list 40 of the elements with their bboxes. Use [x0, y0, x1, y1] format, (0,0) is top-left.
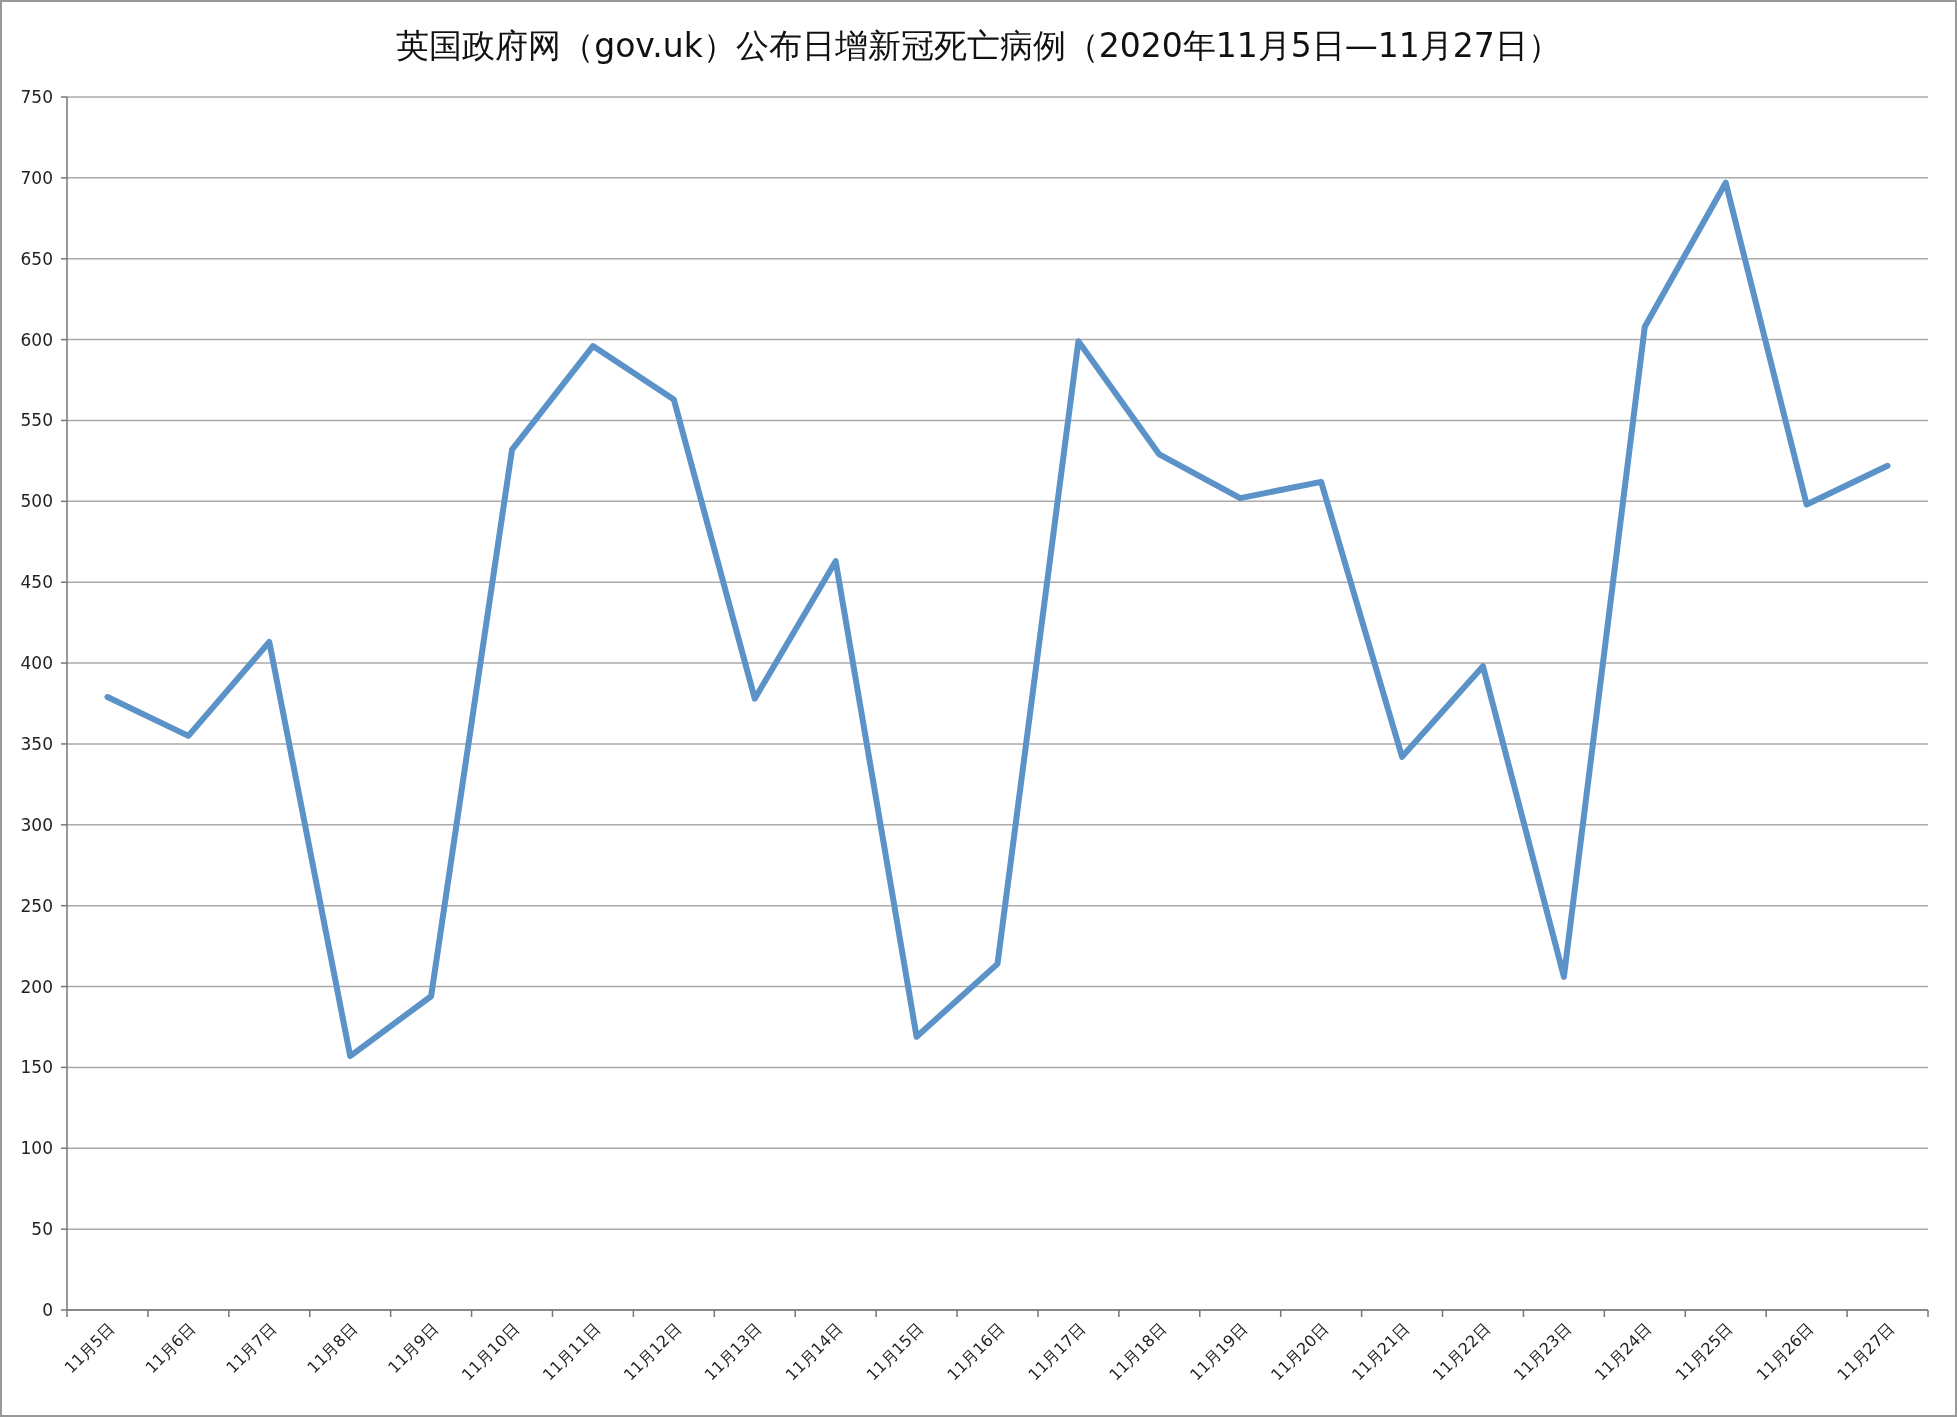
x-tick-label: 11月20日	[1267, 1319, 1332, 1385]
x-tick-label: 11月15日	[862, 1319, 928, 1385]
x-tick-label: 11月19日	[1186, 1319, 1252, 1385]
x-tick-label: 11月17日	[1024, 1319, 1090, 1385]
y-tick-label: 600	[20, 329, 53, 350]
y-tick-label: 100	[20, 1138, 53, 1159]
x-tick-label: 11月11日	[538, 1319, 604, 1385]
y-tick-label: 500	[20, 491, 53, 512]
x-tick-label: 11月22日	[1428, 1319, 1494, 1385]
x-tick-label: 11月23日	[1509, 1319, 1575, 1385]
x-tick-label: 11月12日	[619, 1319, 685, 1385]
x-tick-label: 11月13日	[700, 1319, 766, 1385]
x-tick-label: 11月27日	[1833, 1319, 1899, 1385]
chart-title: 英国政府网（gov.uk）公布日增新冠死亡病例（2020年11月5日—11月27日）	[396, 26, 1561, 65]
y-tick-label: 400	[20, 653, 53, 674]
y-tick-label: 550	[20, 410, 53, 431]
x-tick-label: 11月9日	[384, 1319, 442, 1378]
x-tick-label: 11月8日	[303, 1319, 362, 1378]
x-tick-label: 11月21日	[1348, 1319, 1413, 1385]
x-tick-label: 11月6日	[141, 1319, 200, 1378]
y-tick-label: 750	[20, 87, 53, 107]
x-tick-label: 11月5日	[60, 1319, 119, 1378]
x-tick-label: 11月7日	[222, 1319, 281, 1378]
y-tick-label: 50	[31, 1219, 53, 1240]
y-tick-label: 200	[20, 976, 53, 997]
y-tick-label: 450	[20, 572, 53, 593]
y-tick-label: 0	[42, 1300, 53, 1320]
y-tick-label: 650	[20, 248, 53, 269]
x-tick-label: 11月25日	[1671, 1319, 1737, 1385]
x-tick-label: 11月26日	[1752, 1319, 1818, 1385]
y-tick-label: 350	[20, 733, 53, 754]
x-tick-label: 11月16日	[943, 1319, 1009, 1385]
y-tick-label: 300	[20, 814, 53, 835]
y-tick-label: 150	[20, 1057, 53, 1078]
y-tick-label: 700	[20, 167, 53, 188]
x-tick-label: 11月18日	[1105, 1319, 1171, 1385]
x-tick-label: 11月10日	[458, 1319, 523, 1385]
x-tick-label: 11月24日	[1590, 1319, 1656, 1385]
y-tick-label: 250	[20, 895, 53, 916]
x-tick-label: 11月14日	[781, 1319, 847, 1385]
